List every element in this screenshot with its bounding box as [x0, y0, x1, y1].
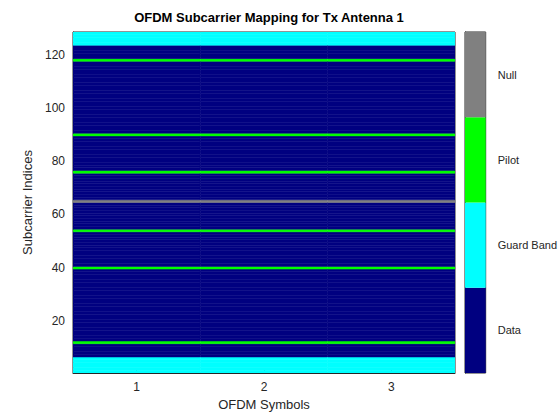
svg-text:Guard Band: Guard Band [498, 239, 557, 251]
svg-text:OFDM Subcarrier Mapping for Tx: OFDM Subcarrier Mapping for Tx Antenna 1 [134, 10, 404, 25]
svg-text:2: 2 [261, 380, 268, 394]
svg-text:Subcarrier Indices: Subcarrier Indices [20, 150, 35, 255]
svg-text:20: 20 [52, 314, 66, 328]
svg-text:Pilot: Pilot [498, 154, 519, 166]
svg-text:3: 3 [388, 380, 395, 394]
svg-text:100: 100 [45, 101, 65, 115]
svg-text:40: 40 [52, 261, 66, 275]
svg-text:120: 120 [45, 48, 65, 62]
svg-text:1: 1 [133, 380, 140, 394]
svg-text:60: 60 [52, 207, 66, 221]
svg-text:Null: Null [498, 69, 517, 81]
svg-text:OFDM Symbols: OFDM Symbols [218, 397, 310, 412]
svg-text:80: 80 [52, 154, 66, 168]
svg-text:Data: Data [498, 324, 522, 336]
